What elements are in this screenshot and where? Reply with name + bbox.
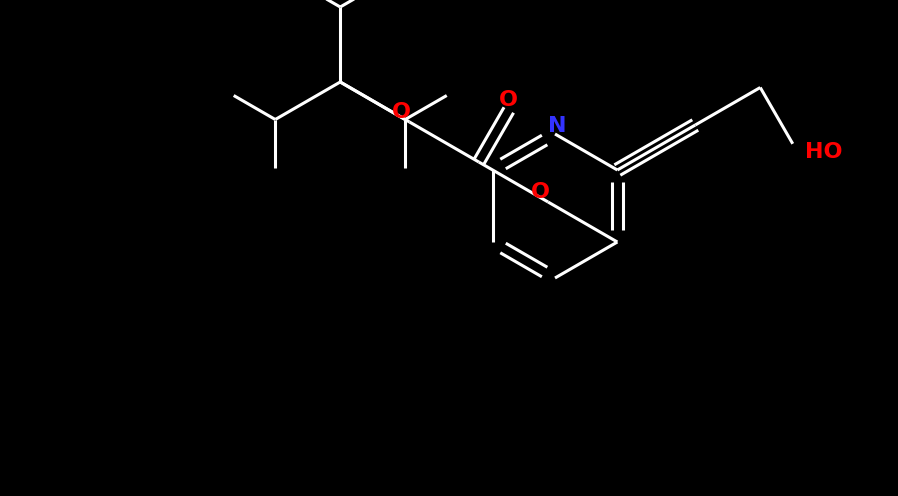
Text: O: O (499, 90, 518, 110)
Text: HO: HO (805, 142, 842, 162)
Text: N: N (548, 116, 567, 136)
Text: O: O (531, 182, 550, 202)
Text: O: O (392, 102, 411, 122)
